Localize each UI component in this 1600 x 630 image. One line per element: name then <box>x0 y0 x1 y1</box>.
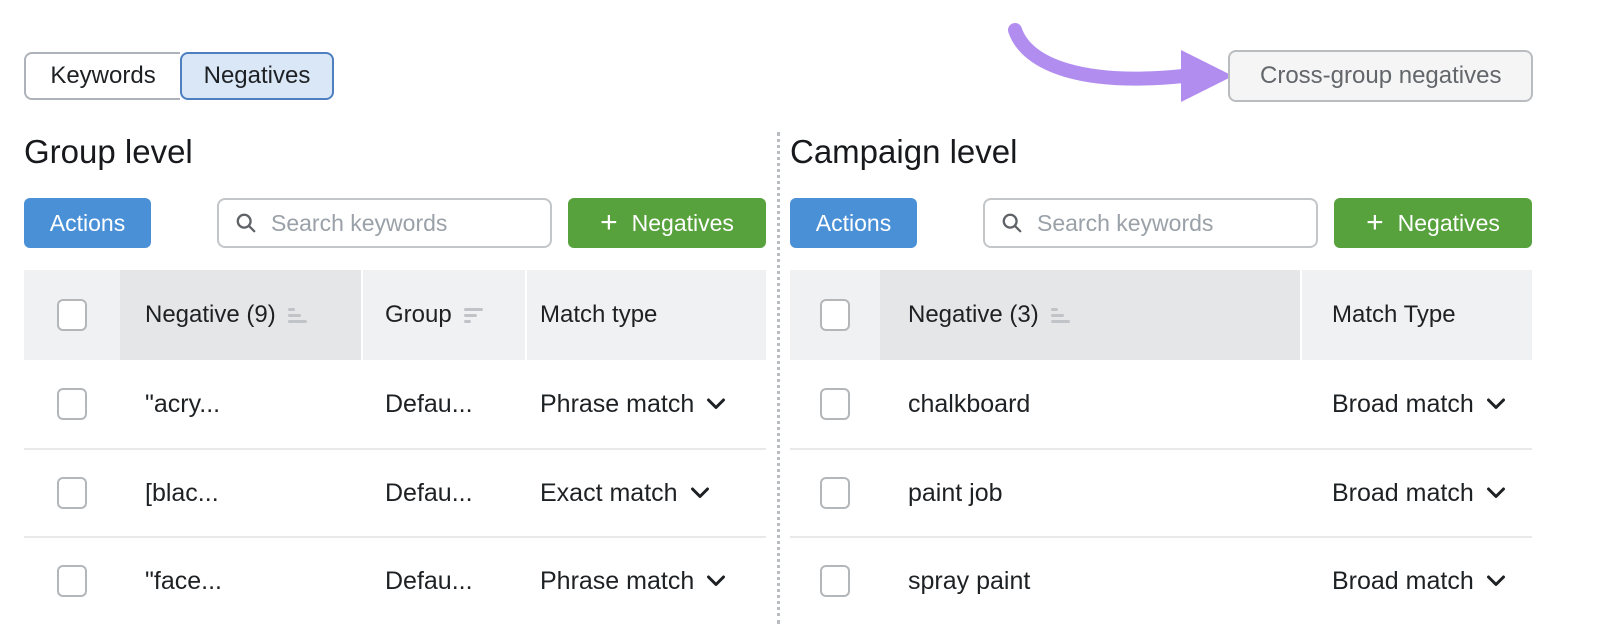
add-negatives-label: Negatives <box>1397 209 1500 236</box>
match-type-value: Phrase match <box>540 566 695 595</box>
keywords-negatives-toggle: Keywords Negatives <box>24 52 334 100</box>
table-row: chalkboard Broad match <box>790 360 1532 448</box>
match-type-dropdown[interactable]: Phrase match <box>527 390 766 419</box>
match-type-value: Exact match <box>540 478 678 507</box>
sort-ascending-icon <box>287 307 307 323</box>
negative-keyword: "acry... <box>145 389 221 418</box>
search-icon <box>1002 213 1022 233</box>
negative-keyword: spray paint <box>908 566 1031 595</box>
table-row: spray paint Broad match <box>790 536 1532 624</box>
negative-keyword: "face... <box>145 566 222 595</box>
search-box[interactable] <box>217 198 552 248</box>
select-all-cell <box>24 270 120 360</box>
table-row: "face... Defau... Phrase match <box>24 536 766 624</box>
search-icon <box>236 213 256 233</box>
tab-keywords[interactable]: Keywords <box>24 52 180 100</box>
negative-keyword: [blac... <box>145 478 219 507</box>
select-all-cell <box>790 270 880 360</box>
select-all-checkbox[interactable] <box>57 299 87 331</box>
table-row: paint job Broad match <box>790 448 1532 536</box>
sort-ascending-icon <box>1050 307 1070 323</box>
annotation-arrow-icon <box>1008 23 1233 102</box>
actions-button[interactable]: Actions <box>24 198 151 248</box>
add-negatives-label: Negatives <box>631 209 734 236</box>
negative-keyword: paint job <box>908 478 1003 507</box>
campaign-level-panel: Campaign level Actions + Negatives Negat… <box>790 130 1532 624</box>
row-checkbox-cell <box>790 477 880 509</box>
column-header-match-type-label: Match Type <box>1332 301 1456 328</box>
group-negatives-table: Negative (9) Group Match type "acry... D… <box>24 270 766 624</box>
row-checkbox[interactable] <box>57 565 87 597</box>
row-checkbox[interactable] <box>820 388 850 420</box>
search-box[interactable] <box>983 198 1318 248</box>
sort-descending-icon <box>463 307 483 323</box>
table-row: "acry... Defau... Phrase match <box>24 360 766 448</box>
match-type-dropdown[interactable]: Broad match <box>1302 390 1532 419</box>
table-header-row: Negative (3) Match Type <box>790 270 1532 360</box>
chevron-down-icon <box>1486 575 1506 587</box>
row-checkbox[interactable] <box>57 477 87 509</box>
group-level-title: Group level <box>24 133 193 170</box>
row-checkbox-cell <box>24 565 120 597</box>
row-checkbox[interactable] <box>57 388 87 420</box>
group-level-panel: Group level Actions + Negatives Negative… <box>24 130 766 624</box>
plus-icon: + <box>600 206 618 239</box>
row-checkbox-cell <box>24 388 120 420</box>
match-type-dropdown[interactable]: Broad match <box>1302 479 1532 508</box>
row-checkbox[interactable] <box>820 565 850 597</box>
match-type-value: Broad match <box>1332 478 1474 507</box>
match-type-value: Broad match <box>1332 389 1474 418</box>
column-header-negative[interactable]: Negative (3) <box>880 270 1302 360</box>
column-header-match-type: Match type <box>527 270 766 360</box>
table-header-row: Negative (9) Group Match type <box>24 270 766 360</box>
add-negatives-button[interactable]: + Negatives <box>568 198 766 248</box>
row-checkbox-cell <box>24 477 120 509</box>
group-name: Defau... <box>385 478 473 507</box>
group-name: Defau... <box>385 389 473 418</box>
plus-icon: + <box>1366 206 1384 239</box>
column-header-negative[interactable]: Negative (9) <box>120 270 363 360</box>
column-header-match-type-label: Match type <box>540 301 658 328</box>
match-type-dropdown[interactable]: Exact match <box>527 479 766 508</box>
match-type-value: Broad match <box>1332 566 1474 595</box>
add-negatives-button[interactable]: + Negatives <box>1334 198 1532 248</box>
chevron-down-icon <box>706 398 726 410</box>
chevron-down-icon <box>1486 487 1506 499</box>
column-header-negative-label: Negative (9) <box>145 301 276 328</box>
search-input[interactable] <box>271 209 534 237</box>
select-all-checkbox[interactable] <box>820 299 850 331</box>
group-name: Defau... <box>385 566 473 595</box>
column-header-match-type: Match Type <box>1302 270 1532 360</box>
column-header-group[interactable]: Group <box>363 270 527 360</box>
panel-divider <box>777 132 780 624</box>
row-checkbox[interactable] <box>820 477 850 509</box>
actions-button[interactable]: Actions <box>790 198 917 248</box>
match-type-dropdown[interactable]: Phrase match <box>527 567 766 596</box>
chevron-down-icon <box>706 575 726 587</box>
negative-keyword: chalkboard <box>908 389 1031 418</box>
group-toolbar: Actions + Negatives <box>24 198 766 248</box>
chevron-down-icon <box>1486 398 1506 410</box>
campaign-negatives-table: Negative (3) Match Type chalkboard Broad… <box>790 270 1532 624</box>
chevron-down-icon <box>690 487 710 499</box>
table-row: [blac... Defau... Exact match <box>24 448 766 536</box>
campaign-toolbar: Actions + Negatives <box>790 198 1532 248</box>
campaign-level-title: Campaign level <box>790 133 1018 170</box>
tab-negatives[interactable]: Negatives <box>180 52 334 100</box>
row-checkbox-cell <box>790 565 880 597</box>
column-header-negative-label: Negative (3) <box>908 301 1039 328</box>
search-input[interactable] <box>1037 209 1300 237</box>
cross-group-negatives-button[interactable]: Cross-group negatives <box>1228 50 1534 102</box>
match-type-value: Phrase match <box>540 389 695 418</box>
match-type-dropdown[interactable]: Broad match <box>1302 567 1532 596</box>
column-header-group-label: Group <box>385 301 452 328</box>
row-checkbox-cell <box>790 388 880 420</box>
